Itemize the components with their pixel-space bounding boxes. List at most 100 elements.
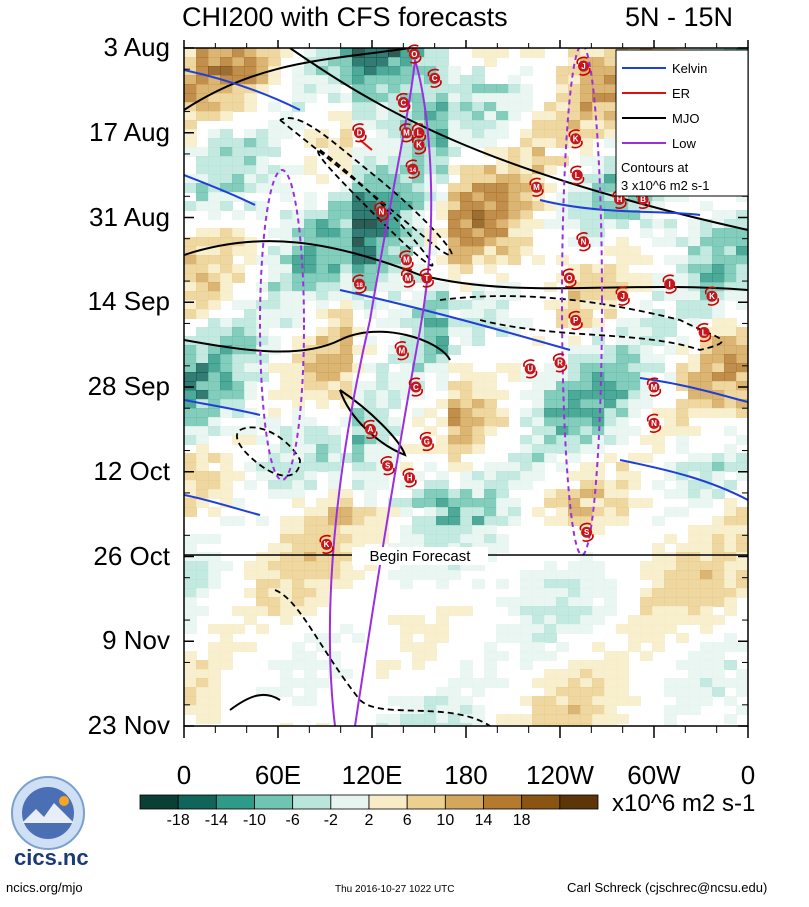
kelvin-contour	[184, 399, 261, 416]
cics-logo	[11, 776, 85, 850]
colorbar-swatch	[330, 794, 370, 810]
storm-label: G	[424, 437, 430, 446]
storm-marker: K	[704, 286, 720, 306]
storm-label: I	[669, 280, 671, 289]
storm-marker: S	[579, 522, 594, 542]
storm-marker: 14	[405, 159, 420, 179]
colorbar-swatch	[139, 794, 179, 810]
storm-marker: 18	[352, 274, 367, 294]
colorbar-tick: -14	[204, 812, 228, 829]
storm-label: R	[557, 359, 563, 368]
x-tick-label: 60W	[627, 760, 681, 790]
legend-label: Low	[672, 136, 696, 151]
storm-label: B	[640, 195, 646, 204]
storm-label: P	[573, 316, 579, 325]
legend-box: Kelvin ER MJO Low Contours at 3 x10^6 m2 s-1	[615, 49, 749, 197]
storm-marker: J	[615, 286, 630, 306]
y-tick-label: 14 Sep	[87, 286, 170, 317]
colorbar-swatch	[559, 794, 599, 810]
colorbar-swatch	[177, 794, 217, 810]
y-tick-label: 17 Aug	[89, 116, 170, 147]
y-tick-label: 28 Sep	[87, 371, 170, 401]
logo-text: cics.nc	[14, 845, 89, 870]
mjo-contour-dashed	[274, 589, 491, 726]
storm-label: S	[385, 461, 391, 470]
colorbar-swatch	[521, 794, 561, 810]
legend-label: ER	[672, 86, 690, 101]
footer-timestamp: Thu 2016-10-27 1022 UTC	[335, 884, 455, 895]
storm-label: K	[416, 141, 422, 150]
storm-marker: K	[319, 534, 334, 554]
mjo-contour	[229, 693, 281, 711]
colorbar-tick: 2	[364, 812, 374, 829]
x-tick-label: 60E	[254, 760, 302, 790]
footer-author: Carl Schreck (cjschrec@ncsu.edu)	[567, 880, 768, 895]
storm-marker: H	[402, 468, 417, 488]
storm-label: N	[379, 207, 385, 216]
y-tick-label: 23 Nov	[87, 710, 170, 740]
storm-label: 14	[409, 168, 416, 174]
colorbar-tick: -10	[242, 812, 267, 829]
storm-label: 18	[356, 283, 363, 289]
kelvin-contour	[639, 377, 748, 403]
colorbar-swatch	[292, 794, 332, 810]
storm-label: C	[400, 98, 406, 107]
storm-marker: M	[399, 250, 414, 270]
colorbar-tick: 6	[402, 812, 412, 829]
kelvin-contour	[619, 459, 748, 501]
colorbar-tick: 14	[474, 812, 493, 829]
x-tick-label: 0	[176, 760, 192, 790]
storm-marker: S	[380, 456, 395, 476]
region-label: 5N - 15N	[625, 2, 734, 32]
y-tick-label: 12 Oct	[93, 455, 170, 486]
y-tick-label: 3 Aug	[103, 32, 170, 62]
storm-label: L	[702, 328, 707, 337]
x-tick-label: 120W	[526, 760, 594, 790]
storm-marker: T	[419, 268, 434, 288]
storm-label: M	[403, 129, 410, 138]
storm-marker: M	[400, 268, 416, 288]
mjo-contour-dashed	[279, 117, 453, 257]
storm-label: U	[527, 365, 533, 374]
kelvin-contour	[184, 494, 261, 516]
storm-marker: D	[352, 123, 367, 143]
colorbar-units: x10^6 m2 s-1	[612, 790, 756, 817]
storm-marker: C	[427, 68, 442, 88]
y-tick-label: 9 Nov	[102, 625, 170, 656]
colorbar-swatch	[483, 794, 523, 810]
colorbar-tick: -2	[323, 812, 338, 829]
storm-label: K	[573, 135, 579, 144]
contour-note: 3 x10^6 m2 s-1	[621, 178, 709, 193]
kelvin-contour	[539, 199, 701, 216]
storm-marker: M	[399, 123, 414, 143]
storm-label: M	[651, 383, 658, 392]
storm-marker: A	[363, 419, 378, 439]
storm-label: M	[405, 274, 412, 283]
storm-label: M	[398, 346, 405, 355]
colorbar-swatch	[368, 794, 408, 810]
contour-note: Contours at	[621, 160, 689, 175]
colorbar	[139, 794, 599, 810]
storm-marker: R	[552, 353, 568, 373]
low-contour	[328, 59, 433, 726]
storm-marker: N	[646, 413, 662, 433]
y-tick-label: 26 Oct	[93, 540, 170, 571]
storm-marker: C	[396, 92, 411, 113]
x-tick-label: 0	[740, 760, 756, 790]
colorbar-tick: -6	[285, 812, 300, 829]
storm-marker: L	[570, 165, 585, 185]
storm-label: M	[403, 256, 410, 265]
storm-label: O	[411, 50, 417, 59]
mjo-contour	[184, 48, 411, 111]
colorbar-tick: -18	[166, 812, 190, 829]
x-tick-label: 120E	[341, 760, 403, 790]
storm-label: C	[413, 383, 419, 392]
x-tick-label: 180	[444, 760, 488, 790]
storm-label: C	[432, 74, 438, 83]
kelvin-contour	[184, 69, 301, 111]
storm-label: M	[533, 183, 540, 192]
footer-url[interactable]: ncics.org/mjo	[6, 880, 83, 895]
storm-marker: C	[408, 377, 423, 397]
storm-label: O	[566, 274, 572, 283]
storm-label: L	[417, 129, 422, 138]
